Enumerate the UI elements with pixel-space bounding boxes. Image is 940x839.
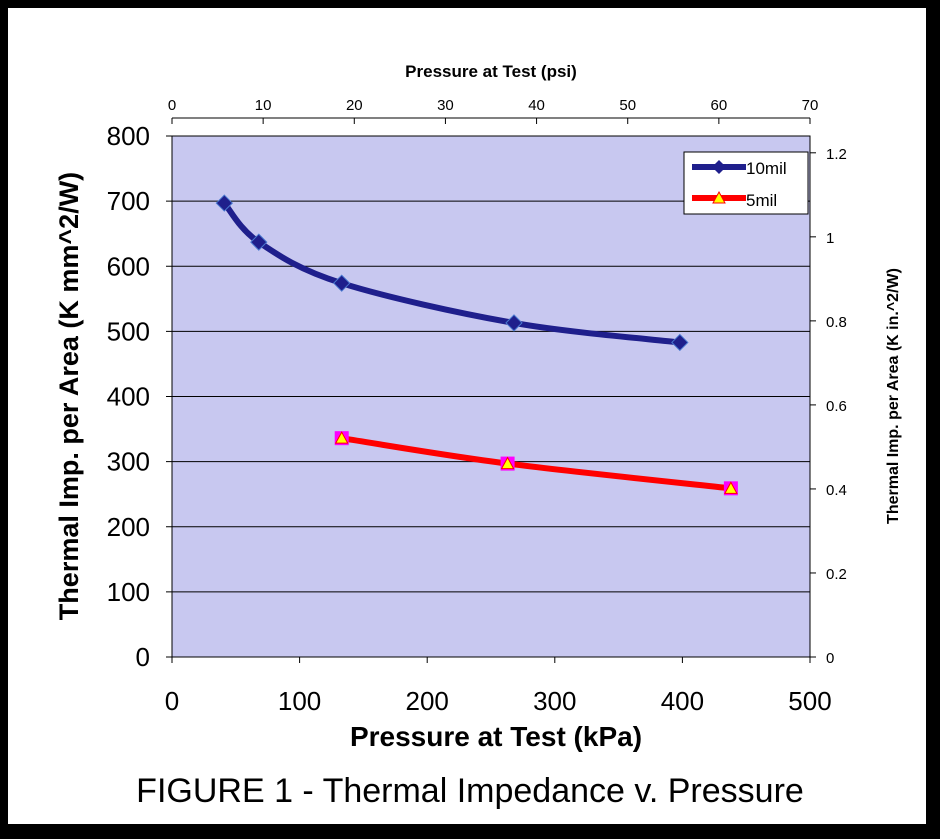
x2-tick-label: 0 [168,97,176,114]
legend-marker-10mil [712,160,726,174]
marker-10mil [333,274,351,292]
y-tick-label: 700 [107,186,150,216]
y2-tick-label: 0 [826,650,834,667]
marker-10mil [671,333,689,352]
marker-5mil [500,456,515,470]
x-tick-label: 100 [278,686,321,716]
x2-tick-label: 60 [711,97,728,114]
y-tick-label: 200 [107,512,150,542]
x2-tick-label: 30 [437,97,454,114]
x2-tick-label: 20 [346,97,363,114]
x-axis-title: Pressure at Test (kPa) [350,721,642,752]
y-tick-label: 300 [107,447,150,477]
x2-tick-label: 40 [528,97,545,114]
x-tick-label: 300 [533,686,576,716]
x-tick-label: 500 [788,686,831,716]
y2-tick-label: 0.2 [826,566,847,583]
y2-tick-label: 1.2 [826,146,847,163]
marker-5mil [334,431,349,444]
y2-tick-label: 0.8 [826,314,847,331]
x-tick-label: 200 [406,686,449,716]
legend-label-10mil: 10mil [746,159,787,178]
x2-tick-label: 10 [255,97,272,114]
y2-tick-label: 1 [826,230,834,247]
y-tick-label: 100 [107,577,150,607]
legend-marker-5mil [712,190,726,204]
x2-tick-label: 70 [802,97,819,114]
legend-label-5mil: 5mil [746,191,777,210]
y-tick-label: 0 [136,642,150,672]
x-tick-label: 0 [165,686,179,716]
y-tick-label: 600 [107,251,150,281]
x2-axis-title: Pressure at Test (psi) [405,62,577,81]
legend-box [683,151,809,215]
y-tick-label: 500 [107,316,150,346]
marker-5mil [724,481,738,494]
y2-axis-title: Thermal Imp. per Area (K in.^2/W) [885,268,902,524]
marker-10mil [505,314,523,332]
marker-10mil [250,233,268,251]
y-axis-title: Thermal Imp. per Area (K mm^2/W) [54,172,84,620]
x-tick-label: 400 [661,686,704,716]
y-tick-label: 800 [107,121,150,151]
marker-10mil [215,194,234,212]
figure-caption: FIGURE 1 - Thermal Impedance v. Pressure [136,772,804,810]
y-tick-label: 400 [107,382,150,412]
x2-tick-label: 50 [619,97,636,114]
y2-tick-label: 0.6 [826,398,847,415]
y2-tick-label: 0.4 [826,482,847,499]
